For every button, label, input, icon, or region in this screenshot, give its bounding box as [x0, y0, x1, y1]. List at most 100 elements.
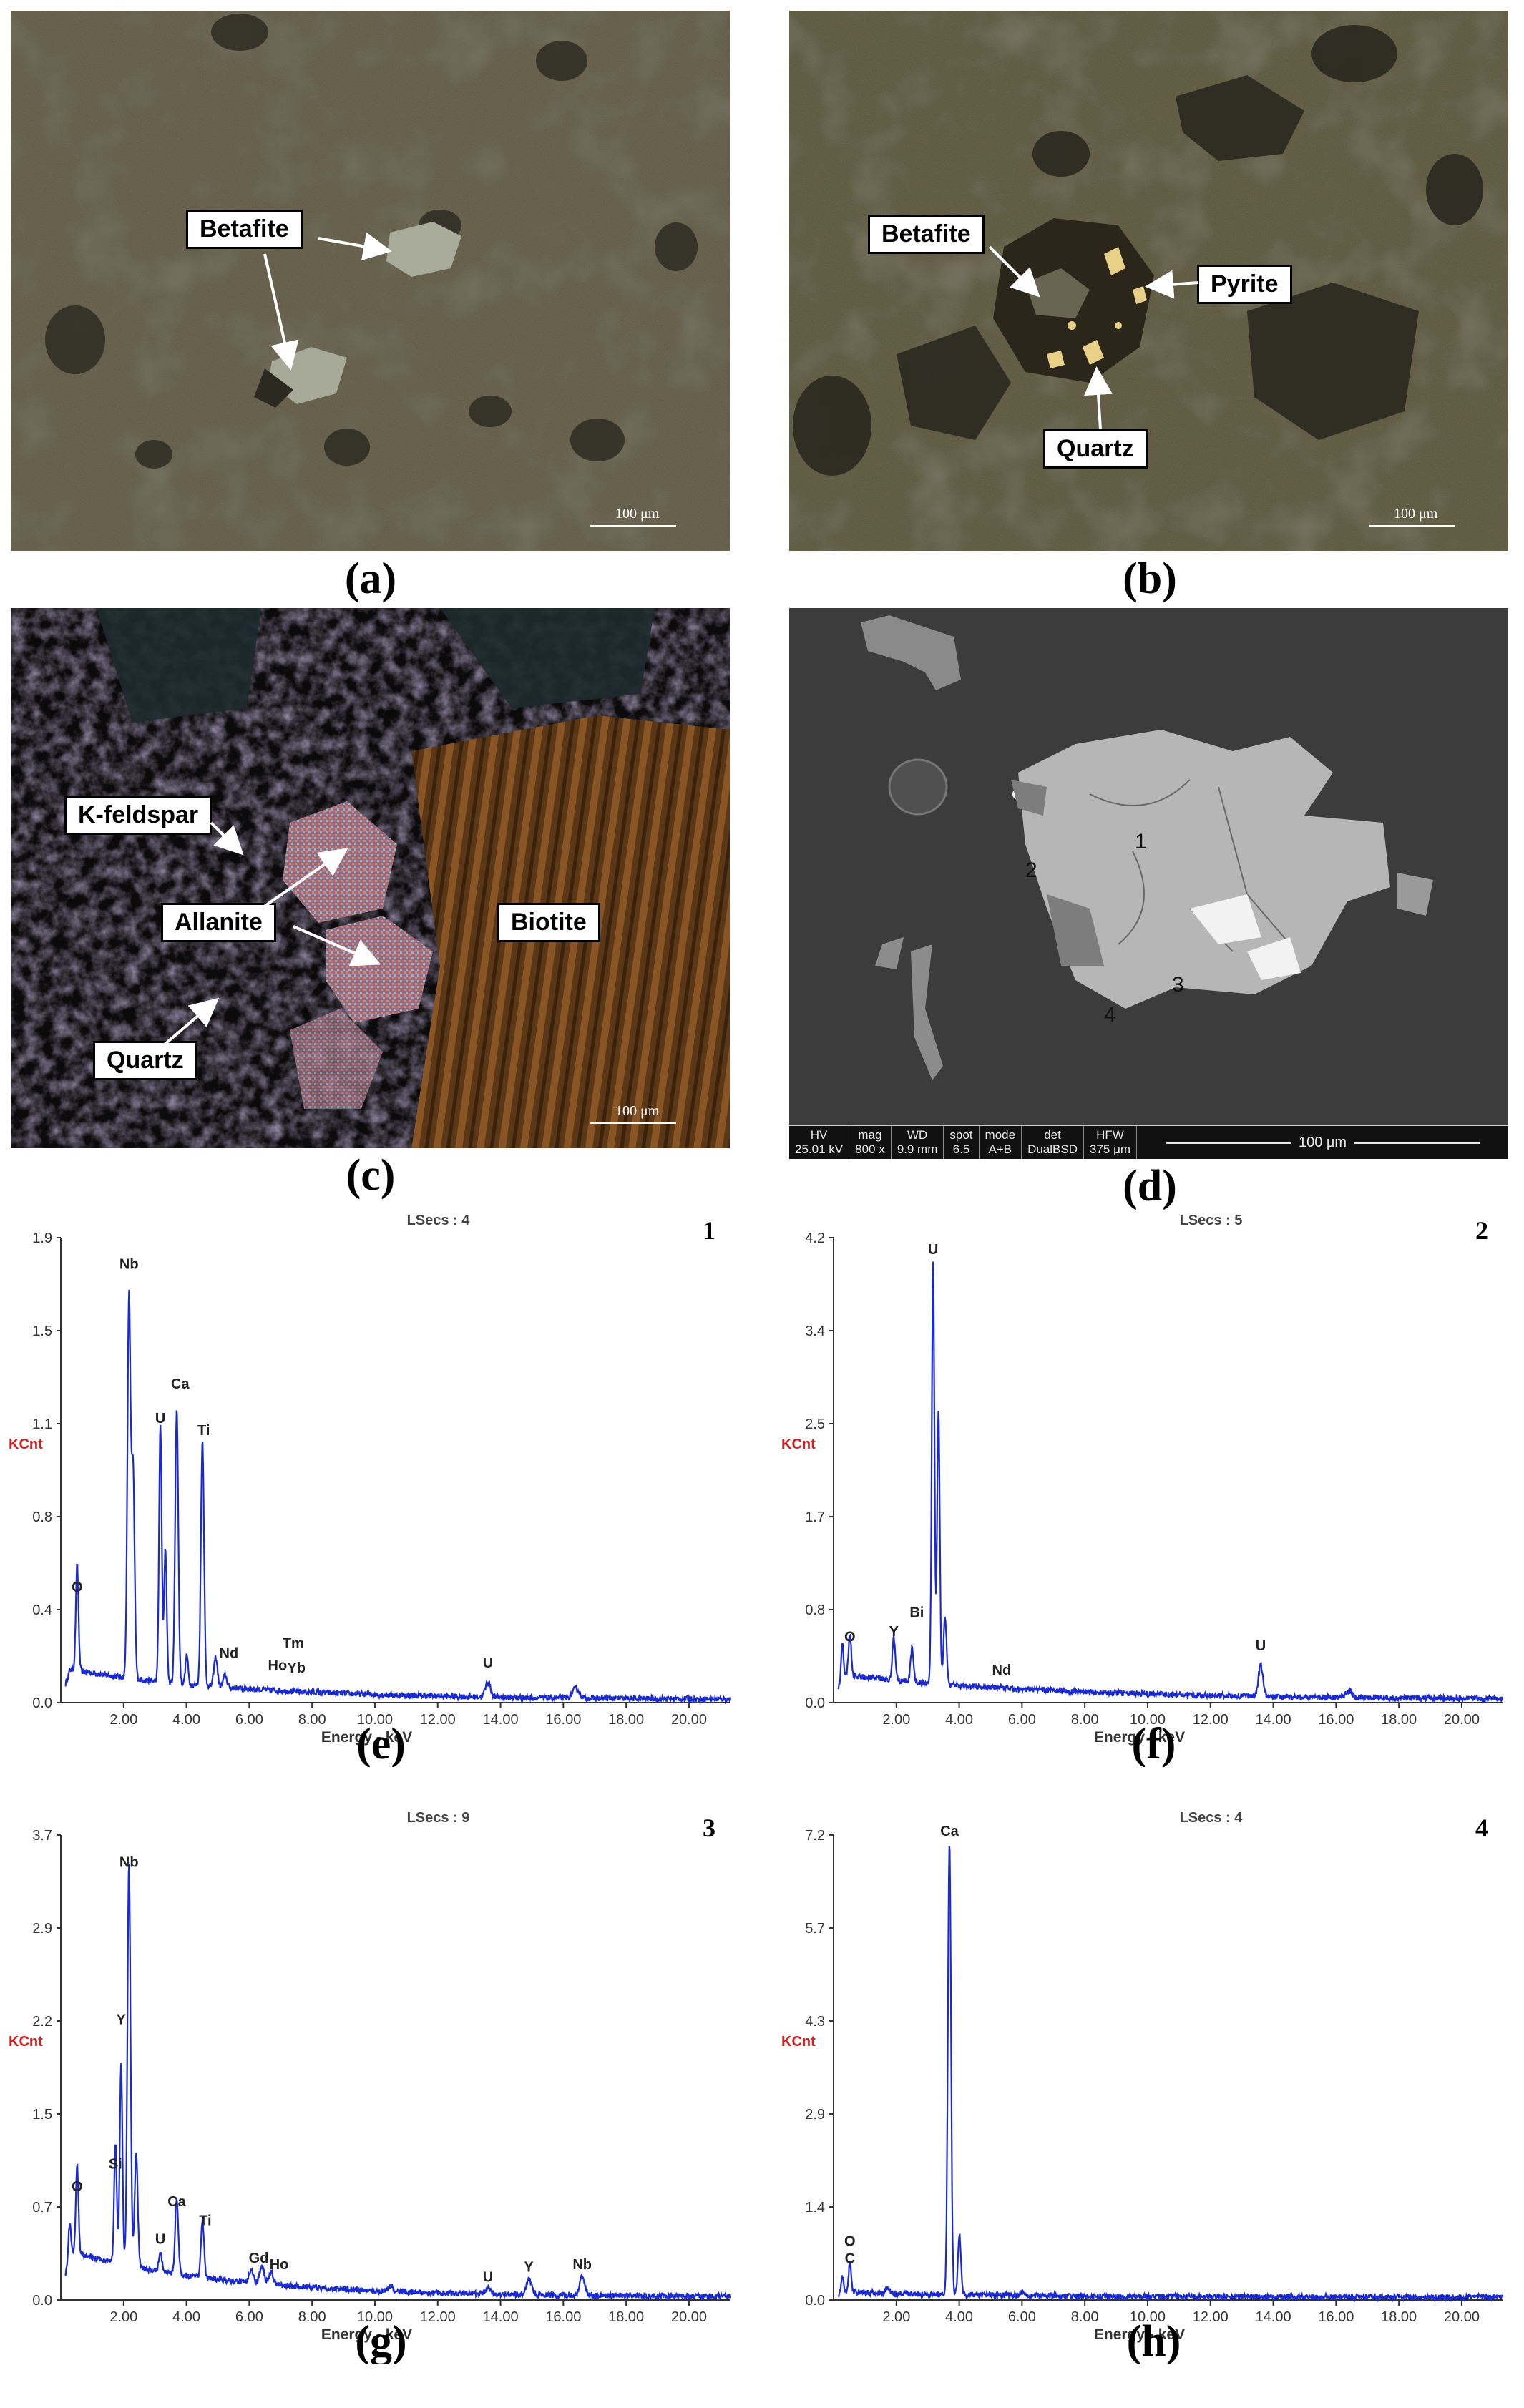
sem-scale-bar: 100 μm: [1137, 1126, 1508, 1159]
y-tick-label: 0.4: [32, 1602, 52, 1618]
y-axis-label: KCnt: [781, 1437, 816, 1452]
peak-label: Si: [109, 2156, 122, 2172]
x-tick-label: 4.00: [172, 1712, 200, 1728]
caption-c: (c): [346, 1151, 396, 1200]
label-betafite: Betafite: [186, 210, 303, 250]
peak-label: O: [72, 1580, 83, 1595]
y-tick-label: 0.0: [32, 1695, 52, 1711]
label-betafite: Betafite: [868, 215, 985, 255]
y-tick-label: 4.3: [805, 2014, 825, 2030]
sem-col-mode: mode A+B: [980, 1126, 1022, 1159]
x-tick-label: 20.00: [671, 1712, 707, 1728]
peak-label: U: [483, 1655, 493, 1671]
sem-value: DualBSD: [1027, 1142, 1078, 1156]
eds-chart-g: 0.0 0.7 1.5 2.2 2.9 3.7 KCnt 2.00 4.00 6.00 8.00 10…: [9, 1810, 731, 2366]
x-tick-label: 16.00: [545, 2309, 581, 2325]
sem-col-hfw: HFW 375 μm: [1084, 1126, 1138, 1159]
peak-label: Yb: [287, 1660, 306, 1676]
y-axis-label: KCnt: [781, 2034, 816, 2050]
eds-chart-h: 0.0 1.4 2.9 4.3 5.7 7.2 KCnt 2.00 4.00 6.00 8.00 10…: [781, 1810, 1503, 2366]
peak-label: Y: [889, 1624, 899, 1640]
y-tick-label: 0.0: [32, 2293, 52, 2309]
y-tick-label: 2.9: [32, 1921, 52, 1937]
sem-col-det: det DualBSD: [1022, 1126, 1084, 1159]
sem-header: det: [1044, 1128, 1061, 1142]
sem-header: mag: [858, 1128, 882, 1142]
x-tick-label: 4.00: [945, 2309, 973, 2325]
peak-label: O: [72, 2179, 83, 2195]
arrows-c: [163, 821, 676, 1124]
label-pyrite: Pyrite: [1197, 265, 1292, 305]
spectrum-number: 2: [1475, 1216, 1488, 1245]
lsecs-label: LSecs : 4: [1180, 1810, 1244, 1826]
y-axis-label: KCnt: [9, 1437, 43, 1452]
y-tick-label: 7.2: [805, 1828, 825, 1844]
x-tick-label: 4.00: [172, 2309, 200, 2325]
x-tick-label: 20.00: [1444, 2309, 1480, 2325]
x-axis-label: Energy - keV: [1094, 2326, 1185, 2343]
y-tick-label: 3.7: [32, 1828, 52, 1844]
sem-value: 9.9 mm: [897, 1142, 938, 1156]
x-tick-label: 16.00: [545, 1712, 581, 1728]
spectrum-line: [838, 1846, 1503, 2303]
x-tick-label: 10.00: [357, 2309, 393, 2325]
x-tick-label: 16.00: [1318, 2309, 1354, 2325]
sem-header: WD: [907, 1128, 928, 1142]
label-biotite: Biotite: [497, 903, 600, 943]
x-tick-label: 14.00: [483, 1712, 519, 1728]
peak-label: Ho: [270, 2257, 289, 2273]
peak-label: Nd: [220, 1645, 239, 1661]
spectrum-e: 0.0 0.4 0.8 1.1 1.5 1.9 KCnt 2.00 4.00 6.00 8.00 10…: [0, 1209, 751, 1768]
x-tick-label: 6.00: [1008, 1712, 1036, 1728]
spectrum-number: 1: [703, 1216, 715, 1245]
x-tick-label: 6.00: [235, 1712, 263, 1728]
x-tick-label: 2.00: [109, 1712, 137, 1728]
spectrum-h: 0.0 1.4 2.9 4.3 5.7 7.2 KCnt 2.00 4.00 6.00 8.00 10…: [773, 1806, 1524, 2366]
x-axis-label: Energy - keV: [1094, 1729, 1185, 1746]
peak-label: Nb: [119, 1855, 139, 1871]
bse-image: [789, 608, 1508, 1159]
y-tick-label: 3.4: [805, 1323, 825, 1339]
x-axis-label: Energy - keV: [321, 1729, 412, 1746]
x-tick-label: 20.00: [671, 2309, 707, 2325]
caption-h: (h): [1127, 2317, 1181, 2364]
sem-col-hv: HV 25.01 kV: [789, 1126, 850, 1159]
peak-label: U: [483, 2269, 493, 2285]
sem-header: spot: [949, 1128, 973, 1142]
x-tick-label: 4.00: [945, 1712, 973, 1728]
peak-label: Gd: [249, 2251, 269, 2266]
x-tick-label: 18.00: [1381, 2309, 1417, 2325]
spectrum-number: 4: [1475, 1814, 1488, 1842]
peak-label: Nd: [992, 1663, 1012, 1678]
sem-value: 6.5: [952, 1142, 970, 1156]
y-tick-label: 1.5: [32, 1323, 52, 1339]
caption-b: (b): [1123, 554, 1177, 603]
y-tick-label: 1.9: [32, 1230, 52, 1246]
sem-value: 375 μm: [1089, 1142, 1131, 1156]
y-tick-label: 4.2: [805, 1230, 825, 1246]
x-tick-label: 18.00: [608, 2309, 644, 2325]
label-k-feldspar: K-feldspar: [64, 796, 213, 836]
lsecs-label: LSecs : 5: [1180, 1213, 1243, 1228]
y-tick-label: 1.5: [32, 2107, 52, 2123]
x-tick-label: 10.00: [357, 1712, 393, 1728]
caption-f: (f): [1132, 1720, 1176, 1767]
eds-chart-f: 0.0 0.8 1.7 2.5 3.4 4.2 KCnt 2.00 4.00 6.00 8.00 10…: [781, 1213, 1504, 1768]
y-tick-label: 0.8: [32, 1509, 52, 1525]
micrograph-a: Betafite 100 μm: [11, 11, 730, 551]
point-label-1: 1: [1135, 830, 1147, 853]
label-quartz: Quartz: [93, 1041, 197, 1081]
sem-col-wd: WD 9.9 mm: [892, 1126, 944, 1159]
scale-text-a: 100 μm: [615, 506, 660, 522]
caption-a: (a): [344, 554, 397, 603]
caption-g: (g): [355, 2317, 406, 2364]
x-tick-label: 2.00: [882, 2309, 910, 2325]
peak-label: O: [844, 2233, 856, 2249]
y-tick-label: 1.1: [32, 1416, 52, 1432]
arrows-b: [988, 245, 1455, 527]
caption-d: (d): [1123, 1162, 1177, 1210]
label-quartz: Quartz: [1043, 429, 1148, 469]
x-tick-label: 6.00: [1008, 2309, 1036, 2325]
bse-image-d: 1 2 3 4 HV 25.01 kV mag 800 x WD 9.9 mm spo…: [789, 608, 1508, 1159]
point-label-3: 3: [1172, 973, 1184, 997]
